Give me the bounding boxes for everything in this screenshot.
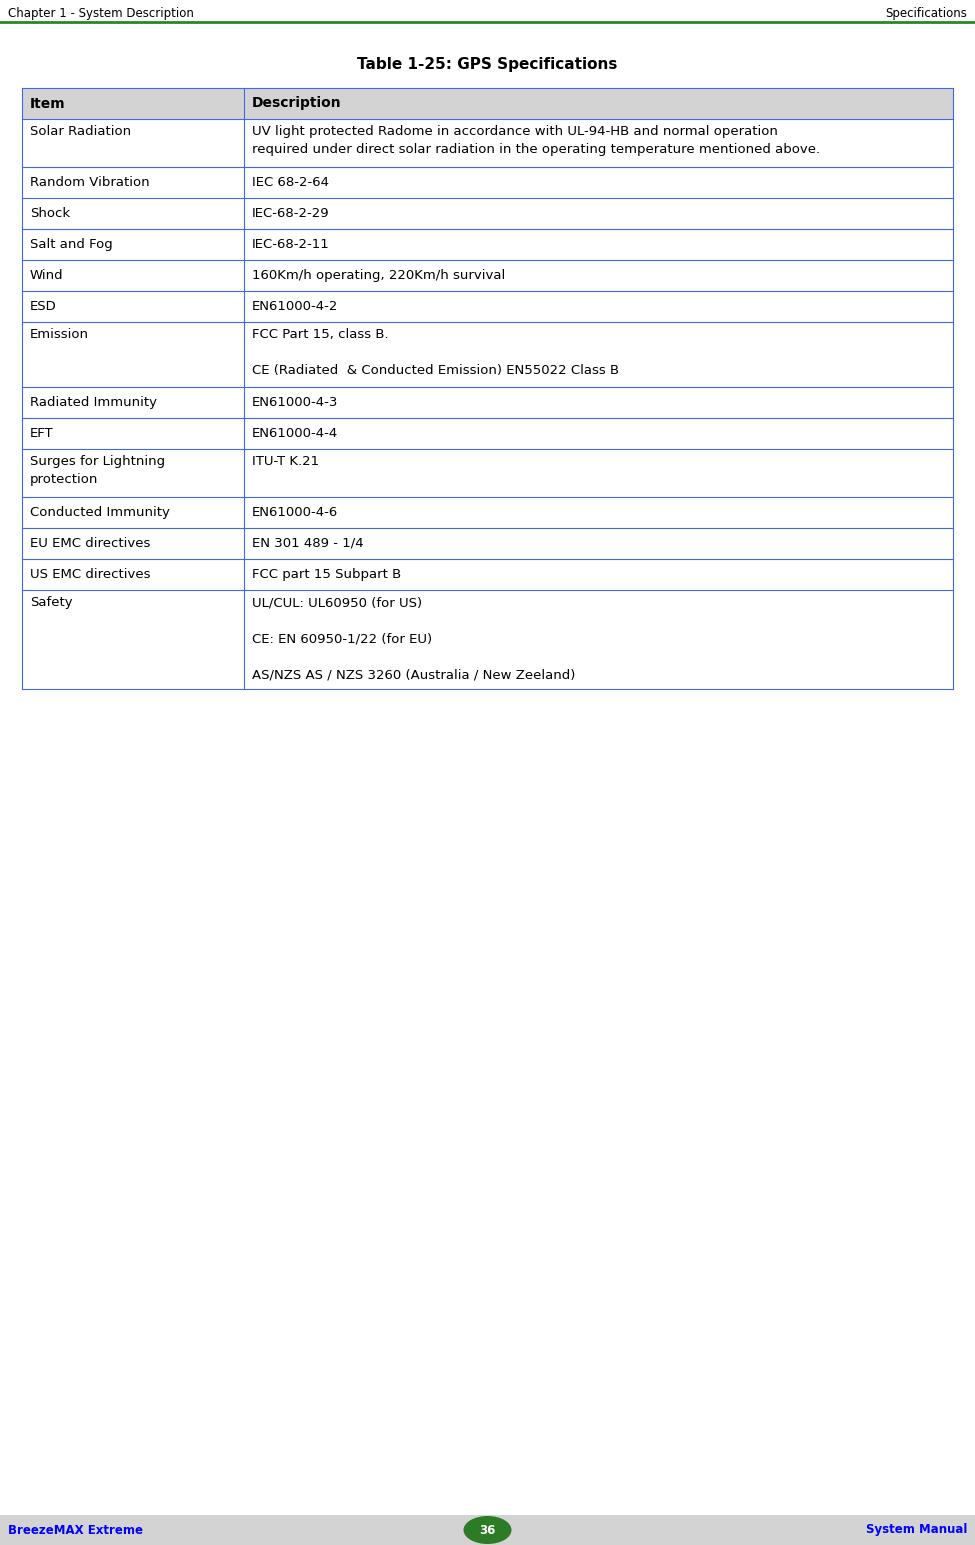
Text: Description: Description [252, 96, 341, 111]
Text: Shock: Shock [30, 207, 70, 219]
Bar [22, 88, 953, 119]
Bar [22, 419, 953, 450]
Text: EN61000-4-6: EN61000-4-6 [252, 507, 337, 519]
Bar [22, 590, 953, 689]
Bar [22, 167, 953, 198]
Text: Emission: Emission [30, 328, 89, 341]
Text: UV light protected Radome in accordance with UL-94-HB and normal operation
requi: UV light protected Radome in accordance … [252, 125, 820, 156]
Text: FCC Part 15, class B.

CE (Radiated  & Conducted Emission) EN55022 Class B: FCC Part 15, class B. CE (Radiated & Con… [252, 328, 619, 377]
Text: Solar Radiation: Solar Radiation [30, 125, 131, 138]
Bar [22, 450, 953, 497]
Bar [22, 528, 953, 559]
Bar [22, 497, 953, 528]
Text: 36: 36 [480, 1523, 495, 1536]
Text: Item: Item [30, 96, 65, 111]
Bar [0, 1516, 975, 1545]
Text: EFT: EFT [30, 426, 54, 440]
Text: Specifications: Specifications [885, 6, 967, 20]
Ellipse shape [463, 1516, 512, 1543]
Bar [22, 290, 953, 321]
Bar [22, 321, 953, 386]
Bar [22, 198, 953, 229]
Text: ESD: ESD [30, 300, 57, 314]
Text: FCC part 15 Subpart B: FCC part 15 Subpart B [252, 569, 401, 581]
Text: UL/CUL: UL60950 (for US)

CE: EN 60950-1/22 (for EU)

AS/NZS AS / NZS 3260 (Aust: UL/CUL: UL60950 (for US) CE: EN 60950-1/… [252, 596, 575, 681]
Text: Radiated Immunity: Radiated Immunity [30, 396, 157, 409]
Text: Wind: Wind [30, 269, 63, 283]
Text: Safety: Safety [30, 596, 72, 609]
Bar [22, 559, 953, 590]
Text: Conducted Immunity: Conducted Immunity [30, 507, 170, 519]
Text: IEC-68-2-11: IEC-68-2-11 [252, 238, 330, 250]
Text: Random Vibration: Random Vibration [30, 176, 149, 188]
Text: EN61000-4-3: EN61000-4-3 [252, 396, 338, 409]
Text: IEC 68-2-64: IEC 68-2-64 [252, 176, 329, 188]
Text: US EMC directives: US EMC directives [30, 569, 150, 581]
Text: Chapter 1 - System Description: Chapter 1 - System Description [8, 6, 194, 20]
Bar [22, 229, 953, 260]
Text: EN 301 489 - 1/4: EN 301 489 - 1/4 [252, 538, 364, 550]
Text: Table 1-25: GPS Specifications: Table 1-25: GPS Specifications [357, 57, 618, 73]
Text: ITU-T K.21: ITU-T K.21 [252, 454, 319, 468]
Text: Surges for Lightning
protection: Surges for Lightning protection [30, 454, 165, 487]
Text: EN61000-4-2: EN61000-4-2 [252, 300, 338, 314]
Bar [22, 260, 953, 290]
Text: EN61000-4-4: EN61000-4-4 [252, 426, 337, 440]
Text: System Manual: System Manual [866, 1523, 967, 1536]
Text: 160Km/h operating, 220Km/h survival: 160Km/h operating, 220Km/h survival [252, 269, 505, 283]
Bar [22, 119, 953, 167]
Text: BreezeMAX Extreme: BreezeMAX Extreme [8, 1523, 143, 1536]
Text: IEC-68-2-29: IEC-68-2-29 [252, 207, 330, 219]
Text: Salt and Fog: Salt and Fog [30, 238, 113, 250]
Bar [22, 386, 953, 419]
Text: EU EMC directives: EU EMC directives [30, 538, 150, 550]
